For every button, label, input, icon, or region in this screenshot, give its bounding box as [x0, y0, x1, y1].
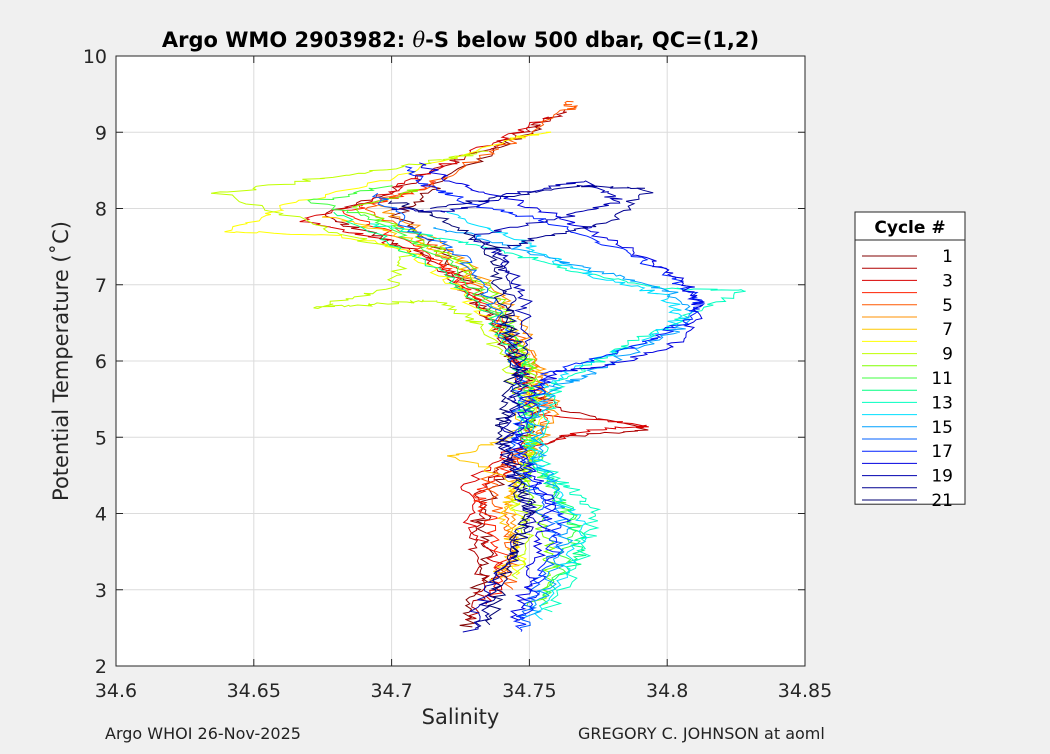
- y-tick-label: 9: [95, 122, 107, 144]
- legend-label: 5: [942, 296, 953, 316]
- series-line: [352, 188, 562, 606]
- y-tick-label: 7: [95, 275, 107, 297]
- axis-labels: 34.6 34.65 34.7 34.75 34.8 34.85 2 3 4 5 6 7 8 9 10 Arg…: [49, 28, 832, 729]
- x-tick-label: 34.65: [227, 680, 281, 702]
- legend-label: 21: [931, 491, 953, 511]
- x-tick-label: 34.6: [95, 680, 137, 702]
- y-tick-label: 3: [95, 580, 107, 602]
- legend-label: 7: [942, 320, 953, 340]
- x-tick-label: 34.85: [778, 680, 832, 702]
- legend-label: 13: [931, 393, 953, 413]
- series-line: [387, 200, 537, 626]
- series-line: [377, 204, 561, 575]
- x-tick-label: 34.7: [370, 680, 412, 702]
- series-layer: [211, 100, 746, 633]
- series-line: [333, 211, 588, 597]
- y-axis-label: Potential Temperature (˚C): [49, 221, 73, 501]
- series-line: [446, 211, 688, 621]
- x-axis-label: Salinity: [422, 705, 500, 729]
- x-tick-label: 34.8: [646, 680, 688, 702]
- legend-label: 3: [942, 271, 953, 291]
- legend-label: 11: [931, 369, 953, 389]
- series-line: [307, 185, 582, 607]
- y-tick-label: 8: [95, 199, 107, 221]
- legend-label: 15: [931, 418, 953, 438]
- y-tick-label: 10: [83, 46, 107, 68]
- y-tick-label: 6: [95, 351, 107, 373]
- footer-source-date: Argo WHOI 26-Nov-2025: [105, 724, 301, 743]
- series-line: [369, 223, 746, 613]
- series-line: [433, 227, 694, 621]
- legend-label: 17: [931, 442, 953, 462]
- legend-title: Cycle #: [874, 218, 945, 238]
- y-tick-label: 4: [95, 504, 107, 526]
- series-line: [391, 180, 623, 633]
- ticks: [115, 55, 806, 667]
- series-line: [405, 166, 706, 632]
- x-tick-label: 34.75: [502, 680, 556, 702]
- legend-label: 19: [931, 467, 953, 487]
- y-tick-label: 2: [95, 656, 107, 678]
- series-line: [321, 215, 542, 583]
- legend-label: 1: [942, 247, 953, 267]
- series-line: [211, 150, 538, 580]
- footer-author: GREGORY C. JOHNSON at aoml: [578, 724, 825, 743]
- chart-title: Argo WMO 2903982: θ-S below 500 dbar, QC…: [162, 28, 759, 52]
- y-tick-label: 5: [95, 427, 107, 449]
- legend-label: 9: [942, 345, 953, 365]
- series-line: [324, 109, 649, 620]
- legend-box: [854, 211, 966, 505]
- series-line: [371, 192, 565, 629]
